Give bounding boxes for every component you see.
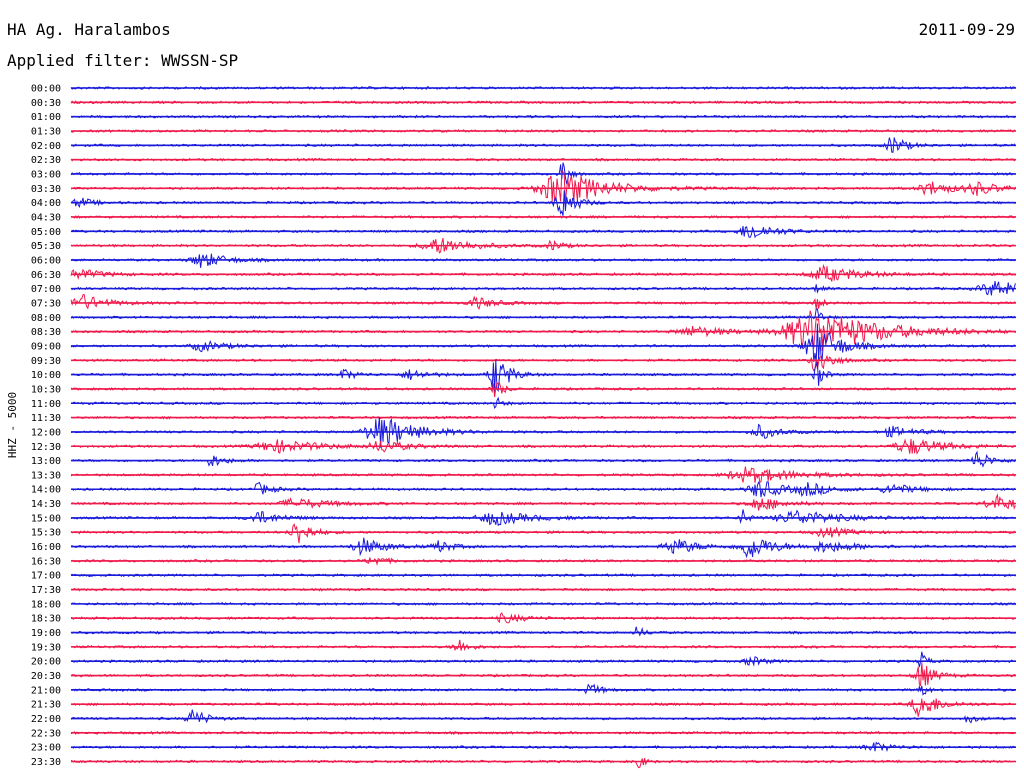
time-tick-label: 22:30 — [31, 728, 61, 739]
time-tick-label: 06:00 — [31, 255, 61, 266]
time-tick-label: 01:30 — [31, 126, 61, 137]
time-tick-label: 13:00 — [31, 456, 61, 467]
time-tick-label: 21:30 — [31, 700, 61, 711]
time-tick-label: 08:30 — [31, 327, 61, 338]
time-tick-label: 00:30 — [31, 98, 61, 109]
time-tick-label: 18:00 — [31, 599, 61, 610]
time-tick-label: 00:00 — [31, 84, 61, 95]
time-tick-label: 22:00 — [31, 714, 61, 725]
time-tick-label: 04:00 — [31, 198, 61, 209]
time-tick-label: 23:00 — [31, 743, 61, 754]
seismic-trace-line — [70, 493, 1016, 511]
seismic-trace-line — [70, 651, 1016, 668]
time-tick-label: 11:30 — [31, 413, 61, 424]
time-tick-label: 03:30 — [31, 184, 61, 195]
time-tick-label: 11:00 — [31, 399, 61, 410]
time-tick-label: 15:30 — [31, 528, 61, 539]
trace-group: 00:00 00:30 01:00 01:30 02:00 02:30 03:00 03:30… — [31, 84, 1016, 769]
seismic-trace-line — [70, 450, 1016, 468]
time-tick-label: 17:00 — [31, 571, 61, 582]
time-tick-label: 20:00 — [31, 657, 61, 668]
seismic-trace-line — [70, 698, 1016, 717]
seismic-trace-line — [70, 709, 1016, 724]
seismic-trace-line — [70, 323, 1016, 364]
station-title: HA Ag. Haralambos — [7, 20, 171, 39]
seismic-trace-line — [71, 354, 1016, 372]
time-tick-label: 19:00 — [31, 628, 61, 639]
time-tick-label: 07:00 — [31, 284, 61, 295]
time-tick-label: 14:30 — [31, 499, 61, 510]
time-tick-label: 12:00 — [31, 427, 61, 438]
seismic-trace-line — [70, 162, 1016, 185]
time-tick-label: 02:00 — [31, 141, 61, 152]
time-tick-label: 18:30 — [31, 614, 61, 625]
time-tick-label: 10:30 — [31, 384, 61, 395]
seismic-trace-line — [70, 662, 1016, 687]
time-tick-label: 04:30 — [31, 212, 61, 223]
time-tick-label: 09:30 — [31, 356, 61, 367]
seismic-trace-line — [70, 523, 1016, 544]
seismic-trace-line — [70, 758, 1016, 769]
seismic-trace-line — [70, 626, 1016, 637]
time-tick-label: 13:30 — [31, 470, 61, 481]
seismic-trace-line — [70, 381, 1016, 398]
time-tick-label: 03:00 — [31, 169, 61, 180]
time-tick-label: 10:00 — [31, 370, 61, 381]
time-tick-label: 19:30 — [31, 642, 61, 653]
filter-label: Applied filter: WWSSN-SP — [7, 51, 239, 70]
time-tick-label: 09:00 — [31, 341, 61, 352]
time-tick-label: 12:30 — [31, 442, 61, 453]
time-tick-label: 15:00 — [31, 513, 61, 524]
time-tick-label: 01:00 — [31, 112, 61, 123]
time-tick-label: 14:00 — [31, 485, 61, 496]
time-tick-label: 17:30 — [31, 585, 61, 596]
channel-label: HHZ - 5000 — [6, 392, 19, 458]
time-tick-label: 21:00 — [31, 685, 61, 696]
time-tick-label: 06:30 — [31, 270, 61, 281]
time-tick-label: 05:30 — [31, 241, 61, 252]
time-tick-label: 16:00 — [31, 542, 61, 553]
time-tick-label: 16:30 — [31, 556, 61, 567]
time-tick-label: 20:30 — [31, 671, 61, 682]
time-tick-label: 08:00 — [31, 313, 61, 324]
seismic-trace-line — [70, 639, 1016, 652]
seismic-trace-line — [70, 293, 1016, 310]
time-tick-label: 23:30 — [31, 757, 61, 768]
time-tick-label: 05:00 — [31, 227, 61, 238]
seismic-trace-line — [70, 169, 1016, 203]
date-label: 2011-09-29 — [918, 20, 1015, 39]
time-tick-label: 07:30 — [31, 298, 61, 309]
time-tick-label: 02:30 — [31, 155, 61, 166]
